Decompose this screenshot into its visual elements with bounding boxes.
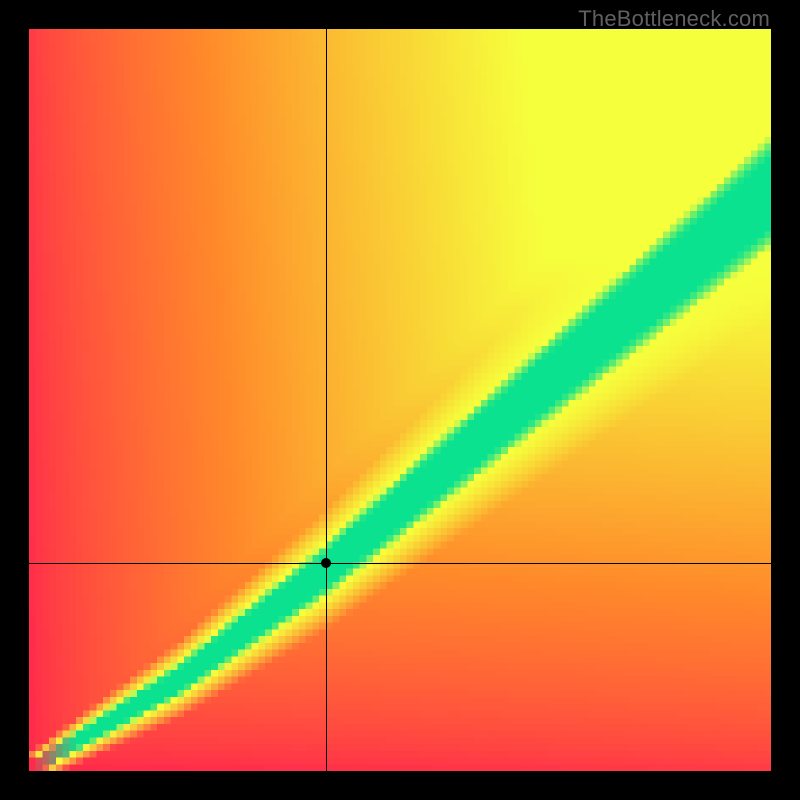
crosshair-marker (321, 558, 331, 568)
heatmap-plot (29, 29, 771, 771)
heatmap-canvas (29, 29, 771, 771)
watermark-text: TheBottleneck.com (578, 6, 770, 32)
